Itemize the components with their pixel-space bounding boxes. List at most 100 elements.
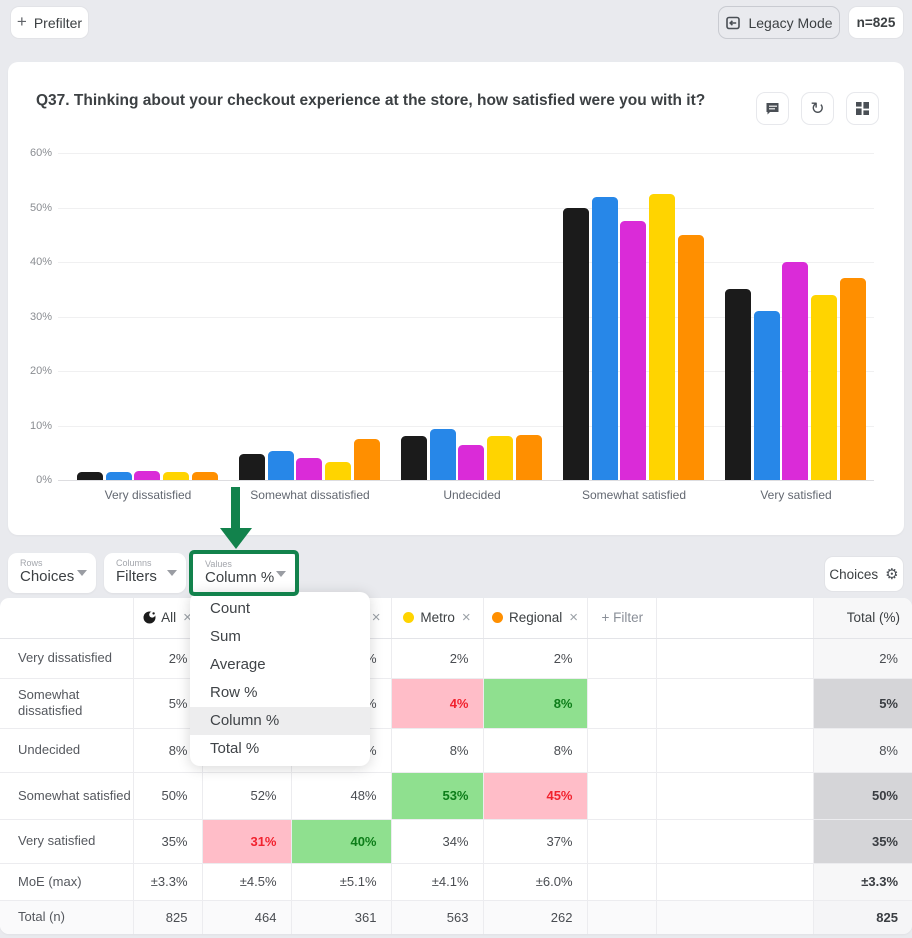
menu-item-total-[interactable]: Total % (210, 740, 260, 757)
gridline (58, 262, 874, 263)
close-icon[interactable]: × (569, 609, 579, 627)
bar-series[interactable] (105, 471, 132, 480)
bar-metro[interactable] (163, 471, 190, 480)
table-cell: 563 (390, 899, 484, 934)
menu-item-row-[interactable]: Row % (210, 684, 258, 701)
row-label: MoE (max) (0, 862, 134, 901)
close-icon[interactable]: × (183, 609, 192, 627)
chevron-down-icon (77, 570, 87, 576)
bar-all[interactable] (724, 289, 751, 480)
table-cell: 50% (132, 771, 203, 820)
dashboard-button[interactable] (846, 92, 879, 125)
plus-icon: + (16, 12, 27, 31)
table-cell: ±4.1% (390, 862, 484, 901)
menu-item-count[interactable]: Count (210, 600, 251, 617)
close-icon[interactable]: × (371, 609, 381, 627)
bar-all[interactable] (238, 454, 265, 480)
bar-metro[interactable] (325, 461, 352, 480)
table-row: Very dissatisfied 2%% 2% 2% 2% (0, 637, 912, 679)
comment-button[interactable] (756, 92, 789, 125)
column-header-regional: Regional × (482, 598, 588, 639)
add-filter-button[interactable]: + Filter (586, 598, 657, 639)
table-cell: ±5.1% (290, 862, 392, 901)
gridline (58, 207, 874, 209)
bar-series[interactable] (134, 470, 161, 480)
prefilter-label: Prefilter (33, 14, 83, 31)
bar-all[interactable] (76, 471, 103, 480)
table-row: Somewhat satisfied 50% 52% 48% 53% 45% 50% (0, 771, 912, 820)
all-series-icon (143, 610, 161, 625)
table-row: MoE (max) ±3.3% ±4.5% ±5.1% ±4.1% ±6.0% ±3.3% (0, 862, 912, 901)
gridline (58, 480, 874, 481)
legacy-mode-button[interactable]: Legacy Mode (718, 6, 840, 39)
bar-series[interactable] (267, 451, 294, 480)
gridline (58, 371, 874, 372)
x-axis-category-label: Very dissatisfied (104, 488, 192, 502)
table-cell (655, 862, 814, 901)
bar-regional[interactable] (677, 234, 704, 480)
x-axis-category-label: Somewhat satisfied (581, 488, 687, 502)
gridline (58, 153, 874, 154)
legacy-mode-label: Legacy Mode (748, 14, 833, 31)
table-cell: 2% (390, 637, 484, 679)
bar-metro[interactable] (487, 436, 514, 480)
empty-header-cell (655, 598, 814, 639)
table-row: Total (n) 825 464 361 563 262 825 (0, 899, 912, 934)
columns-dropdown[interactable]: Columns Filters (104, 553, 186, 593)
table-cell: 48% (290, 771, 392, 820)
bar-all[interactable] (562, 207, 589, 480)
crosstab-table-card: All × × Metro × Regional × + Filter Total (%) Ver… (0, 598, 912, 934)
bar-metro[interactable] (649, 193, 676, 480)
bar-series[interactable] (753, 311, 780, 480)
rows-dropdown[interactable]: Rows Choices (8, 553, 96, 593)
bar-series[interactable] (429, 429, 456, 480)
gridline (58, 316, 874, 318)
total-column-header: Total (%) (812, 598, 912, 639)
table-cell: 52% (201, 771, 292, 820)
values-menu: Count Sum Average Row % Column % Total % (190, 592, 370, 766)
chevron-down-icon (276, 571, 286, 577)
row-label: Somewhat dissatisfied (0, 677, 134, 729)
y-axis-tick: 40% (29, 256, 52, 268)
column-header-metro: Metro × (390, 598, 484, 639)
bar-series[interactable] (782, 262, 809, 480)
bar-series[interactable] (296, 458, 323, 480)
menu-item-column-[interactable]: Column % (190, 707, 370, 735)
row-label: Very dissatisfied (0, 637, 134, 679)
bar-regional[interactable] (353, 439, 380, 480)
refresh-button[interactable]: ↻ (801, 92, 834, 125)
table-cell: 8% (482, 727, 588, 773)
bar-series[interactable] (591, 196, 618, 480)
prefilter-button[interactable]: + Prefilter (10, 6, 89, 39)
table-cell: 2% (482, 637, 588, 679)
menu-item-sum[interactable]: Sum (210, 628, 241, 645)
x-axis-category-label: Somewhat dissatisfied (250, 488, 370, 502)
table-cell (655, 818, 814, 864)
table-cell: 361 (290, 899, 392, 934)
legacy-mode-icon (725, 15, 741, 31)
menu-item-average[interactable]: Average (210, 656, 266, 673)
bar-metro[interactable] (811, 294, 838, 480)
bar-regional[interactable] (839, 278, 866, 480)
bar-regional[interactable] (515, 435, 542, 480)
bar-group (238, 62, 381, 480)
choices-settings-button[interactable]: Choices ⚙ (824, 556, 904, 592)
choices-settings-label: Choices (829, 566, 879, 582)
table-cell (586, 637, 657, 679)
bar-series[interactable] (620, 221, 647, 480)
values-dropdown[interactable]: Values Column % (193, 554, 295, 592)
table-cell (586, 818, 657, 864)
table-cell: 825 (812, 899, 912, 934)
table-cell: 40% (290, 818, 392, 864)
bar-regional[interactable] (191, 472, 218, 480)
close-icon[interactable]: × (461, 609, 471, 627)
table-cell (655, 899, 814, 934)
bar-series[interactable] (458, 444, 485, 480)
bar-all[interactable] (400, 435, 427, 480)
table-cell (655, 727, 814, 773)
bar-group (562, 62, 705, 480)
sample-size-badge: n=825 (848, 6, 904, 39)
series-color-dot (491, 612, 503, 624)
rows-dropdown-label: Rows (20, 558, 43, 568)
